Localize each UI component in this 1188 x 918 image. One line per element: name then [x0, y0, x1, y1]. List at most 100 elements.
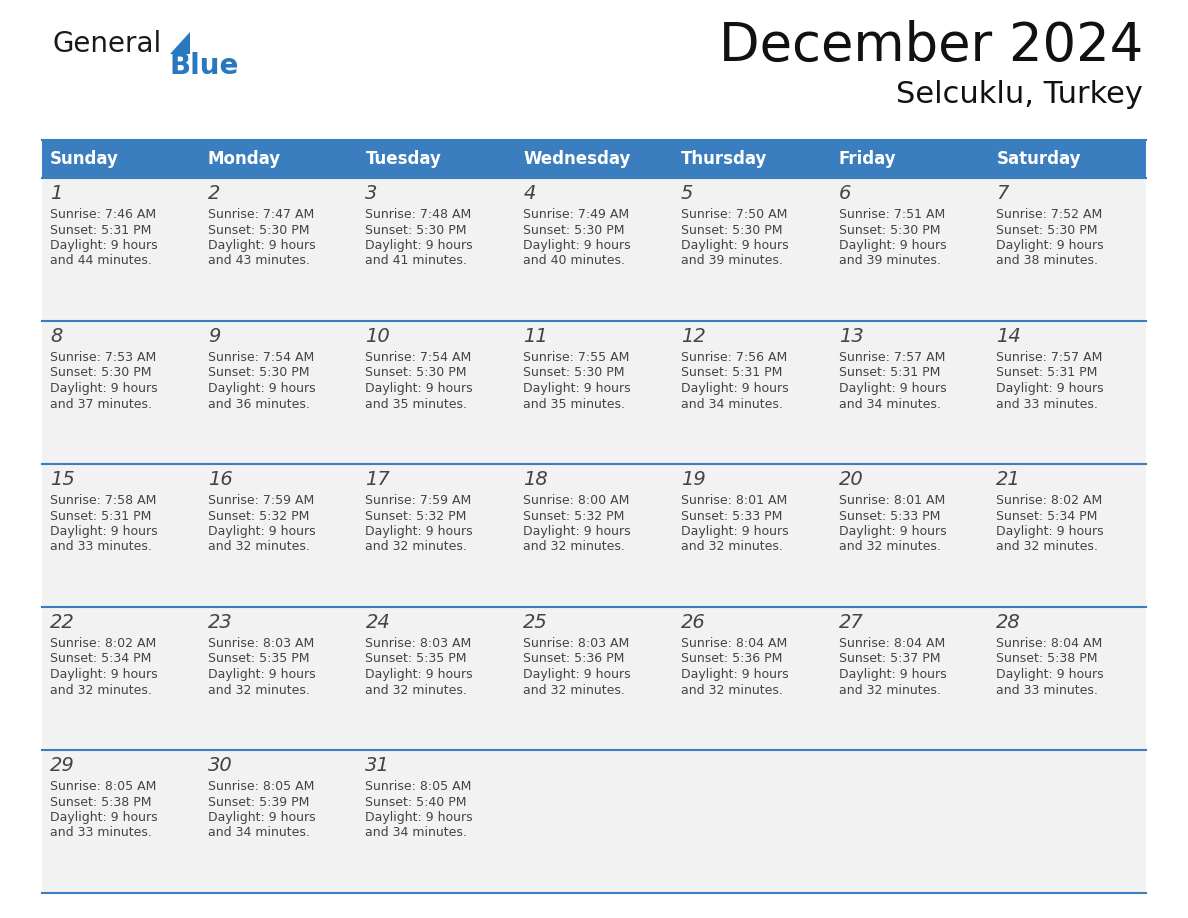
Text: and 32 minutes.: and 32 minutes.: [523, 684, 625, 697]
Text: Sunset: 5:31 PM: Sunset: 5:31 PM: [50, 509, 151, 522]
Text: and 40 minutes.: and 40 minutes.: [523, 254, 625, 267]
Bar: [516, 464, 672, 607]
Text: 19: 19: [681, 470, 706, 489]
Text: and 33 minutes.: and 33 minutes.: [50, 541, 152, 554]
Text: Daylight: 9 hours: Daylight: 9 hours: [366, 239, 473, 252]
Text: Sunrise: 7:49 AM: Sunrise: 7:49 AM: [523, 208, 630, 221]
Text: Sunset: 5:36 PM: Sunset: 5:36 PM: [523, 653, 625, 666]
Text: Sunset: 5:31 PM: Sunset: 5:31 PM: [50, 223, 151, 237]
Text: Sunrise: 8:01 AM: Sunrise: 8:01 AM: [681, 494, 788, 507]
Text: Daylight: 9 hours: Daylight: 9 hours: [50, 382, 158, 395]
Text: Saturday: Saturday: [997, 150, 1081, 168]
Text: 14: 14: [997, 327, 1020, 346]
Text: Selcuklu, Turkey: Selcuklu, Turkey: [896, 80, 1143, 109]
Bar: [358, 750, 516, 893]
Text: Sunrise: 7:55 AM: Sunrise: 7:55 AM: [523, 351, 630, 364]
Bar: [516, 607, 672, 750]
Text: Sunrise: 7:48 AM: Sunrise: 7:48 AM: [366, 208, 472, 221]
Text: and 33 minutes.: and 33 minutes.: [997, 397, 1098, 410]
Text: 31: 31: [366, 756, 390, 775]
Bar: [988, 750, 1146, 893]
Text: Daylight: 9 hours: Daylight: 9 hours: [208, 525, 315, 538]
Text: 29: 29: [50, 756, 75, 775]
Text: Daylight: 9 hours: Daylight: 9 hours: [523, 382, 631, 395]
Text: Monday: Monday: [208, 150, 280, 168]
Bar: [42, 178, 200, 321]
Text: Daylight: 9 hours: Daylight: 9 hours: [208, 382, 315, 395]
Text: Sunset: 5:32 PM: Sunset: 5:32 PM: [208, 509, 309, 522]
Bar: [988, 140, 1146, 178]
Text: and 32 minutes.: and 32 minutes.: [681, 684, 783, 697]
Text: 24: 24: [366, 613, 390, 632]
Text: Daylight: 9 hours: Daylight: 9 hours: [366, 668, 473, 681]
Text: Sunset: 5:35 PM: Sunset: 5:35 PM: [208, 653, 309, 666]
Text: Sunrise: 7:54 AM: Sunrise: 7:54 AM: [208, 351, 314, 364]
Text: Sunrise: 8:05 AM: Sunrise: 8:05 AM: [208, 780, 314, 793]
Text: and 32 minutes.: and 32 minutes.: [208, 541, 310, 554]
Text: Daylight: 9 hours: Daylight: 9 hours: [50, 239, 158, 252]
Text: 9: 9: [208, 327, 220, 346]
Text: 12: 12: [681, 327, 706, 346]
Bar: [516, 321, 672, 464]
Text: Sunset: 5:33 PM: Sunset: 5:33 PM: [839, 509, 940, 522]
Text: Sunrise: 8:04 AM: Sunrise: 8:04 AM: [681, 637, 788, 650]
Text: Sunset: 5:30 PM: Sunset: 5:30 PM: [523, 223, 625, 237]
Text: 27: 27: [839, 613, 864, 632]
Text: 6: 6: [839, 184, 851, 203]
Bar: [830, 140, 988, 178]
Bar: [988, 178, 1146, 321]
Text: Daylight: 9 hours: Daylight: 9 hours: [997, 382, 1104, 395]
Text: Daylight: 9 hours: Daylight: 9 hours: [208, 668, 315, 681]
Text: 11: 11: [523, 327, 548, 346]
Text: and 35 minutes.: and 35 minutes.: [366, 397, 467, 410]
Text: Daylight: 9 hours: Daylight: 9 hours: [681, 525, 789, 538]
Text: Sunset: 5:33 PM: Sunset: 5:33 PM: [681, 509, 782, 522]
Text: Sunset: 5:30 PM: Sunset: 5:30 PM: [366, 366, 467, 379]
Bar: [830, 321, 988, 464]
Text: 15: 15: [50, 470, 75, 489]
Bar: [516, 178, 672, 321]
Text: Sunrise: 7:53 AM: Sunrise: 7:53 AM: [50, 351, 157, 364]
Text: Sunrise: 7:59 AM: Sunrise: 7:59 AM: [366, 494, 472, 507]
Text: and 32 minutes.: and 32 minutes.: [523, 541, 625, 554]
Text: Sunrise: 8:03 AM: Sunrise: 8:03 AM: [366, 637, 472, 650]
Text: Sunrise: 7:52 AM: Sunrise: 7:52 AM: [997, 208, 1102, 221]
Text: 2: 2: [208, 184, 220, 203]
Bar: [200, 321, 358, 464]
Text: 1: 1: [50, 184, 63, 203]
Bar: [672, 140, 830, 178]
Bar: [200, 140, 358, 178]
Text: Daylight: 9 hours: Daylight: 9 hours: [366, 382, 473, 395]
Bar: [200, 750, 358, 893]
Text: 17: 17: [366, 470, 390, 489]
Text: December 2024: December 2024: [719, 20, 1143, 72]
Text: Sunset: 5:30 PM: Sunset: 5:30 PM: [839, 223, 940, 237]
Text: Daylight: 9 hours: Daylight: 9 hours: [523, 239, 631, 252]
Text: Daylight: 9 hours: Daylight: 9 hours: [997, 239, 1104, 252]
Bar: [830, 607, 988, 750]
Bar: [672, 178, 830, 321]
Text: and 34 minutes.: and 34 minutes.: [839, 397, 941, 410]
Text: and 38 minutes.: and 38 minutes.: [997, 254, 1098, 267]
Text: Daylight: 9 hours: Daylight: 9 hours: [208, 811, 315, 824]
Text: Daylight: 9 hours: Daylight: 9 hours: [681, 382, 789, 395]
Text: Sunrise: 7:57 AM: Sunrise: 7:57 AM: [997, 351, 1102, 364]
Text: Sunrise: 8:04 AM: Sunrise: 8:04 AM: [997, 637, 1102, 650]
Bar: [42, 607, 200, 750]
Text: Daylight: 9 hours: Daylight: 9 hours: [839, 239, 946, 252]
Text: Sunset: 5:32 PM: Sunset: 5:32 PM: [366, 509, 467, 522]
Text: and 39 minutes.: and 39 minutes.: [839, 254, 941, 267]
Text: Sunset: 5:40 PM: Sunset: 5:40 PM: [366, 796, 467, 809]
Text: and 32 minutes.: and 32 minutes.: [366, 684, 467, 697]
Text: and 37 minutes.: and 37 minutes.: [50, 397, 152, 410]
Text: and 41 minutes.: and 41 minutes.: [366, 254, 467, 267]
Text: and 32 minutes.: and 32 minutes.: [997, 541, 1098, 554]
Text: Daylight: 9 hours: Daylight: 9 hours: [523, 525, 631, 538]
Bar: [988, 321, 1146, 464]
Text: 20: 20: [839, 470, 864, 489]
Text: 3: 3: [366, 184, 378, 203]
Bar: [830, 178, 988, 321]
Text: Daylight: 9 hours: Daylight: 9 hours: [366, 811, 473, 824]
Text: Sunset: 5:39 PM: Sunset: 5:39 PM: [208, 796, 309, 809]
Text: Sunrise: 8:03 AM: Sunrise: 8:03 AM: [208, 637, 314, 650]
